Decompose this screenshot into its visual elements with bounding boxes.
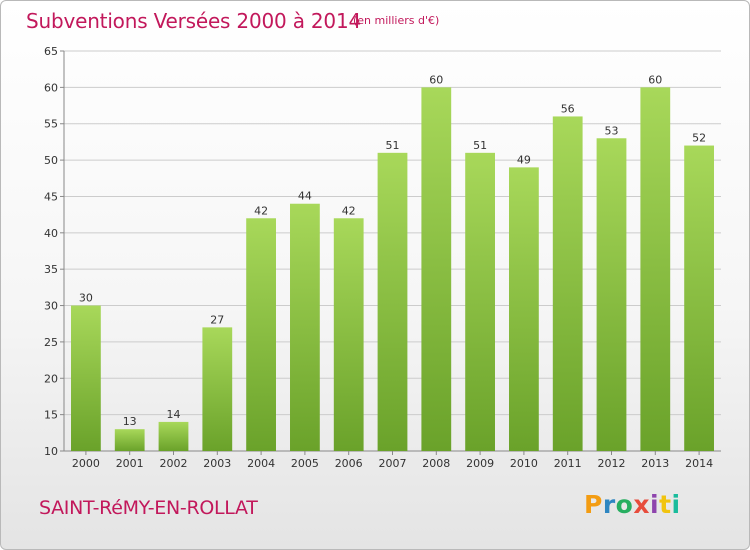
bar [684, 145, 714, 451]
y-tick-label: 30 [44, 300, 58, 313]
logo-letter: t [659, 490, 672, 519]
bars [71, 87, 714, 452]
value-label: 14 [167, 408, 181, 421]
bar [552, 116, 583, 452]
logo-letter: i [650, 490, 660, 519]
chart-title: Subventions Versées 2000 à 2014 [26, 9, 362, 33]
value-label: 60 [648, 73, 662, 86]
bar [421, 87, 452, 451]
bar [158, 421, 189, 451]
bar [596, 138, 627, 452]
bar [202, 327, 233, 451]
y-tick-label: 45 [44, 190, 58, 203]
logo-letter: r [602, 490, 616, 519]
bar [509, 167, 539, 451]
x-tick-label: 2005 [291, 457, 319, 470]
x-tick-label: 2009 [466, 457, 494, 470]
value-label: 53 [605, 124, 619, 137]
x-tick-label: 2003 [203, 457, 231, 470]
logo-letter: o [615, 490, 634, 519]
x-tick-label: 2004 [247, 457, 275, 470]
proxiti-logo[interactable]: Proxiti [584, 490, 681, 519]
y-tick-label: 50 [44, 154, 58, 167]
x-tick-label: 2011 [554, 457, 582, 470]
value-label: 51 [473, 139, 487, 152]
value-label: 51 [386, 139, 400, 152]
value-label: 13 [123, 415, 137, 428]
labels: 10 15 20 25 30 35 40 45 50 55 60 65 30 2000 13 2001 14 20… [44, 45, 713, 470]
value-label: 42 [254, 204, 268, 217]
place-name: SAINT-RéMY-EN-ROLLAT [39, 497, 258, 519]
logo-letter: i [671, 490, 681, 519]
bar [71, 305, 101, 451]
value-label: 42 [342, 204, 356, 217]
value-label: 52 [692, 132, 706, 145]
chart-subtitle: (en milliers d'€) [353, 14, 440, 27]
y-tick-label: 35 [44, 263, 58, 276]
y-tick-label: 20 [44, 372, 58, 385]
value-label: 44 [298, 190, 312, 203]
x-tick-label: 2012 [598, 457, 626, 470]
bar [640, 87, 671, 451]
x-tick-label: 2002 [160, 457, 188, 470]
bar [333, 218, 364, 451]
y-tick-label: 60 [44, 81, 58, 94]
y-tick-label: 15 [44, 409, 58, 422]
bar [114, 429, 145, 451]
bar [465, 152, 495, 451]
y-tick-label: 55 [44, 118, 58, 131]
x-tick-label: 2010 [510, 457, 538, 470]
y-tick-label: 40 [44, 227, 58, 240]
x-tick-label: 2008 [422, 457, 450, 470]
x-tick-label: 2007 [379, 457, 407, 470]
x-tick-label: 2013 [641, 457, 669, 470]
bar [246, 218, 276, 451]
logo-letter: x [633, 490, 650, 519]
value-label: 60 [429, 73, 443, 86]
bar [290, 203, 320, 451]
x-tick-label: 2014 [685, 457, 713, 470]
y-tick-label: 10 [44, 445, 58, 458]
y-tick-label: 65 [44, 45, 58, 58]
y-tick-label: 25 [44, 336, 58, 349]
value-label: 27 [210, 313, 224, 326]
x-tick-label: 2001 [116, 457, 144, 470]
bar [377, 152, 408, 451]
value-label: 56 [561, 102, 575, 115]
x-tick-label: 2000 [72, 457, 100, 470]
logo-letter: P [584, 490, 603, 519]
value-label: 30 [79, 292, 93, 305]
value-label: 49 [517, 153, 531, 166]
x-tick-label: 2006 [335, 457, 363, 470]
